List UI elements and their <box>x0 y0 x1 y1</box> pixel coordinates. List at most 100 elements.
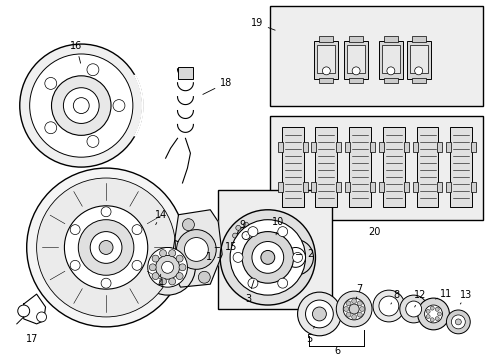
Text: 3: 3 <box>244 280 254 304</box>
Circle shape <box>357 301 362 306</box>
Circle shape <box>237 227 254 244</box>
Bar <box>470 142 475 152</box>
Text: 10: 10 <box>271 217 284 235</box>
Bar <box>446 182 450 192</box>
Text: 8: 8 <box>390 290 399 304</box>
Circle shape <box>132 225 142 235</box>
Circle shape <box>176 273 183 280</box>
Bar <box>314 41 338 79</box>
Bar <box>302 142 307 152</box>
Circle shape <box>235 225 240 230</box>
Circle shape <box>305 300 333 328</box>
Circle shape <box>232 233 237 238</box>
Bar <box>317 45 335 73</box>
Circle shape <box>277 227 287 237</box>
Circle shape <box>251 241 256 246</box>
Bar <box>336 182 341 192</box>
Circle shape <box>159 250 166 257</box>
Circle shape <box>247 278 257 288</box>
Bar <box>378 182 383 192</box>
Text: 16: 16 <box>70 41 82 63</box>
Circle shape <box>243 222 248 227</box>
Circle shape <box>434 317 438 321</box>
Circle shape <box>357 312 362 317</box>
Circle shape <box>20 44 142 167</box>
Circle shape <box>277 239 313 275</box>
Circle shape <box>242 231 293 283</box>
Circle shape <box>336 291 371 327</box>
Bar <box>344 41 367 79</box>
Text: 14: 14 <box>154 210 166 225</box>
Bar <box>269 6 482 105</box>
Circle shape <box>426 309 429 313</box>
Circle shape <box>30 54 133 157</box>
Bar <box>403 142 408 152</box>
Bar <box>416 127 438 207</box>
Bar <box>412 182 417 192</box>
Circle shape <box>322 67 330 75</box>
Bar <box>269 116 482 220</box>
Text: 1: 1 <box>206 252 219 262</box>
Bar <box>345 142 349 152</box>
Circle shape <box>152 255 159 262</box>
Circle shape <box>429 318 433 322</box>
Circle shape <box>417 298 448 330</box>
Bar <box>437 182 442 192</box>
Bar <box>369 142 374 152</box>
Circle shape <box>147 247 187 287</box>
Circle shape <box>405 301 421 317</box>
Circle shape <box>386 67 394 75</box>
Circle shape <box>184 238 208 261</box>
Bar <box>369 182 374 192</box>
Circle shape <box>454 319 460 325</box>
Bar <box>348 36 362 42</box>
Circle shape <box>176 230 216 269</box>
Circle shape <box>446 310 469 334</box>
Text: 18: 18 <box>203 78 232 94</box>
Circle shape <box>378 296 398 316</box>
Circle shape <box>63 88 99 123</box>
Bar <box>336 142 341 152</box>
Circle shape <box>176 255 183 262</box>
Circle shape <box>155 255 179 279</box>
Circle shape <box>359 306 364 311</box>
Bar <box>218 190 332 309</box>
Circle shape <box>414 67 422 75</box>
Text: 5: 5 <box>306 327 314 344</box>
Circle shape <box>429 306 433 310</box>
Text: 2: 2 <box>296 249 313 260</box>
Bar <box>311 142 316 152</box>
Bar <box>381 45 399 73</box>
Circle shape <box>242 231 249 239</box>
Circle shape <box>235 241 240 246</box>
Circle shape <box>113 100 124 112</box>
Circle shape <box>70 225 80 235</box>
Text: 15: 15 <box>215 243 237 252</box>
Bar <box>319 78 333 83</box>
Circle shape <box>351 67 359 75</box>
Circle shape <box>351 298 356 303</box>
Bar <box>348 78 362 83</box>
Circle shape <box>251 242 283 273</box>
Text: 20: 20 <box>367 226 379 237</box>
Circle shape <box>343 306 348 311</box>
Circle shape <box>348 304 358 314</box>
Circle shape <box>51 76 111 135</box>
Circle shape <box>152 273 159 280</box>
Circle shape <box>159 278 166 285</box>
Circle shape <box>27 168 185 327</box>
Bar <box>315 127 337 207</box>
Bar <box>446 142 450 152</box>
Circle shape <box>233 252 243 262</box>
Circle shape <box>372 290 404 322</box>
Circle shape <box>399 295 427 323</box>
Text: 9: 9 <box>239 220 246 235</box>
Circle shape <box>285 247 305 267</box>
Circle shape <box>346 312 350 317</box>
Circle shape <box>260 251 274 264</box>
Bar <box>345 182 349 192</box>
Circle shape <box>182 219 194 231</box>
Circle shape <box>272 237 278 243</box>
Circle shape <box>45 77 57 89</box>
Bar <box>382 127 404 207</box>
